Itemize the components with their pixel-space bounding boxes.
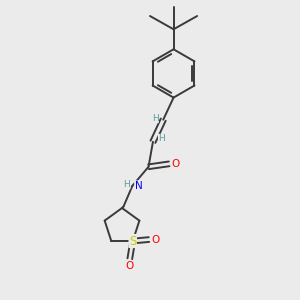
Text: O: O <box>151 235 160 244</box>
Text: N: N <box>135 181 142 191</box>
Text: O: O <box>126 261 134 271</box>
Text: H: H <box>158 134 165 143</box>
Text: S: S <box>129 235 136 248</box>
Text: O: O <box>172 159 180 169</box>
Text: H: H <box>123 180 130 189</box>
Text: H: H <box>152 114 158 123</box>
